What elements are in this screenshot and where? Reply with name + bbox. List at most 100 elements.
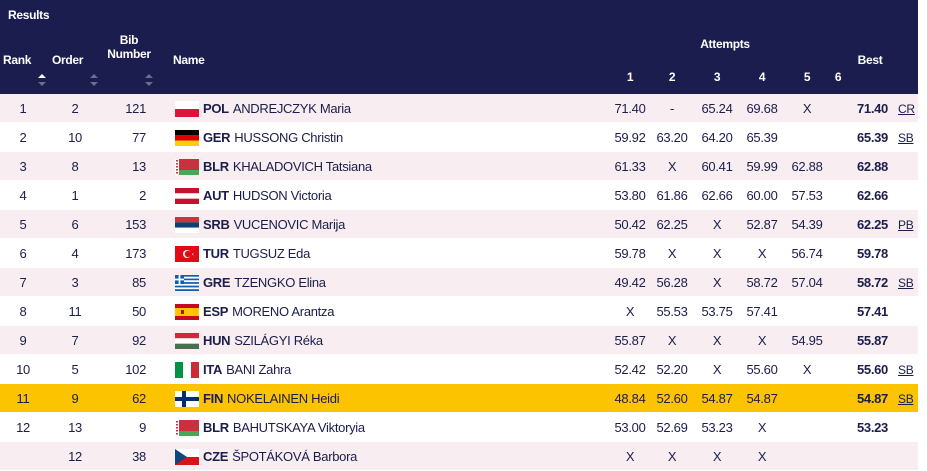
athlete-name[interactable]: ANDREJCZYK Maria	[232, 101, 351, 116]
rank-cell: 6	[19, 246, 27, 261]
attempt-cell: 57.04	[791, 275, 823, 290]
result-row: 4 1 2 AUT HUDSON Victoria 53.80 61.86 62.66 60.0…	[0, 181, 918, 210]
flag-icon	[175, 391, 199, 407]
result-row: 9 7 92 HUN SZILÁGYI Réka 55.87 X X X 54.95 55.87	[0, 326, 918, 355]
attempt-cell: X	[802, 101, 812, 116]
record-tag: CR	[898, 102, 915, 116]
bib-cell: 153	[125, 217, 146, 232]
order-cell: 5	[71, 362, 79, 377]
athlete-name[interactable]: KHALADOVICH Tatsiana	[232, 159, 372, 174]
best-cell: 62.66	[856, 188, 888, 203]
athlete-name[interactable]: VUCENOVIC Marija	[233, 217, 346, 232]
record-tag: SB	[898, 363, 914, 377]
column-header: Name	[173, 53, 205, 67]
column-header[interactable]: Order	[52, 53, 84, 67]
column-header[interactable]: Bib Number	[107, 33, 151, 61]
order-cell: 11	[68, 304, 82, 319]
flag-icon	[175, 130, 199, 146]
athlete-cell: GRE TZENGKO Elina	[203, 275, 326, 291]
attempt-cell: X	[667, 333, 677, 348]
athlete-name[interactable]: ŠPOTÁKOVÁ Barbora	[232, 449, 358, 464]
rank-cell: 3	[19, 159, 27, 174]
flag-icon	[175, 246, 199, 262]
flag-icon	[175, 217, 199, 233]
athlete-cell: FIN NOKELAINEN Heidi	[203, 391, 340, 407]
bib-cell: 2	[139, 188, 146, 203]
athlete-name[interactable]: HUSSONG Christin	[234, 130, 343, 145]
order-cell: 3	[71, 275, 79, 290]
attempt-cell: 57.41	[746, 304, 778, 319]
attempt-cell: 53.75	[701, 304, 733, 319]
attempt-cell: 69.68	[746, 101, 778, 116]
attempt-cell: X	[757, 420, 767, 435]
attempt-number: 1	[626, 70, 634, 84]
attempt-cell: X	[712, 449, 722, 464]
column-header[interactable]: Rank	[3, 53, 32, 67]
country-code: ITA	[203, 362, 223, 377]
sort-icon[interactable]	[143, 72, 155, 88]
bib-cell: 50	[132, 304, 146, 319]
attempt-cell: X	[712, 362, 722, 377]
attempt-cell: 59.99	[746, 159, 778, 174]
attempt-cell: 52.69	[656, 420, 688, 435]
rank-cell: 12	[16, 420, 30, 435]
athlete-name[interactable]: TZENGKO Elina	[234, 275, 326, 290]
result-row: 3 8 13 BLR KHALADOVICH Tatsiana 61.33 X 60.41 59…	[0, 152, 918, 181]
bib-cell: 85	[132, 275, 146, 290]
attempt-cell: 63.20	[656, 130, 688, 145]
athlete-name[interactable]: MORENO Arantza	[232, 304, 335, 319]
attempt-cell: 55.53	[656, 304, 688, 319]
best-cell: 55.60	[856, 362, 888, 377]
rank-cell: 10	[16, 362, 30, 377]
athlete-cell: GER HUSSONG Christin	[203, 130, 343, 146]
sort-icon[interactable]	[88, 72, 100, 88]
attempt-cell: 59.92	[614, 130, 646, 145]
rank-cell: 2	[19, 130, 27, 145]
athlete-name[interactable]: NOKELAINEN Heidi	[227, 391, 340, 406]
attempt-cell: 53.80	[614, 188, 646, 203]
result-row: 6 4 173 TUR TUGSUZ Eda 59.78 X X X 56.74 59.78	[0, 239, 918, 268]
attempt-cell: 57.53	[791, 188, 823, 203]
order-cell: 4	[71, 246, 79, 261]
bib-cell: 9	[139, 420, 146, 435]
country-code: SRB	[203, 217, 230, 232]
attempt-cell: 64.20	[701, 130, 733, 145]
country-code: POL	[203, 101, 229, 116]
attempt-cell: X	[802, 362, 812, 377]
attempt-cell: 50.42	[614, 217, 646, 232]
flag-icon	[175, 304, 199, 320]
attempt-cell: X	[667, 246, 677, 261]
result-row: 12 13 9 BLR BAHUTSKAYA Viktoryia 53.00 52.69 53…	[0, 413, 918, 442]
attempt-cell: 53.00	[614, 420, 646, 435]
sort-icon[interactable]	[36, 72, 48, 88]
athlete-name[interactable]: HUDSON Victoria	[232, 188, 332, 203]
rank-cell: 9	[19, 333, 27, 348]
attempt-cell: 71.40	[614, 101, 646, 116]
bib-cell: 13	[132, 159, 146, 174]
athlete-cell: POL ANDREJCZYK Maria	[203, 101, 351, 117]
attempt-number: 4	[758, 70, 766, 84]
attempt-cell: 60.00	[746, 188, 778, 203]
country-code: HUN	[203, 333, 231, 348]
flag-icon	[175, 420, 199, 436]
attempt-cell: 48.84	[614, 391, 646, 406]
attempt-cell: 54.95	[791, 333, 823, 348]
attempt-cell: X	[757, 333, 767, 348]
flag-icon	[175, 101, 199, 117]
best-cell: 62.25	[856, 217, 888, 232]
attempt-cell: 60.41	[701, 159, 733, 174]
record-tag: PB	[898, 218, 914, 232]
athlete-name[interactable]: SZILÁGYI Réka	[234, 333, 323, 348]
attempt-cell: 58.72	[746, 275, 778, 290]
attempt-cell: 54.87	[701, 391, 733, 406]
result-row: 2 10 77 GER HUSSONG Christin 59.92 63.20 64.20 6…	[0, 123, 918, 152]
best-cell: 65.39	[856, 130, 888, 145]
attempt-cell: X	[757, 246, 767, 261]
flag-icon	[175, 333, 199, 349]
athlete-name[interactable]: BANI Zahra	[226, 362, 291, 377]
order-cell: 6	[71, 217, 79, 232]
country-code: ESP	[203, 304, 229, 319]
athlete-name[interactable]: BAHUTSKAYA Viktoryia	[232, 420, 365, 435]
rank-cell: 11	[16, 391, 30, 406]
athlete-name[interactable]: TUGSUZ Eda	[232, 246, 311, 261]
